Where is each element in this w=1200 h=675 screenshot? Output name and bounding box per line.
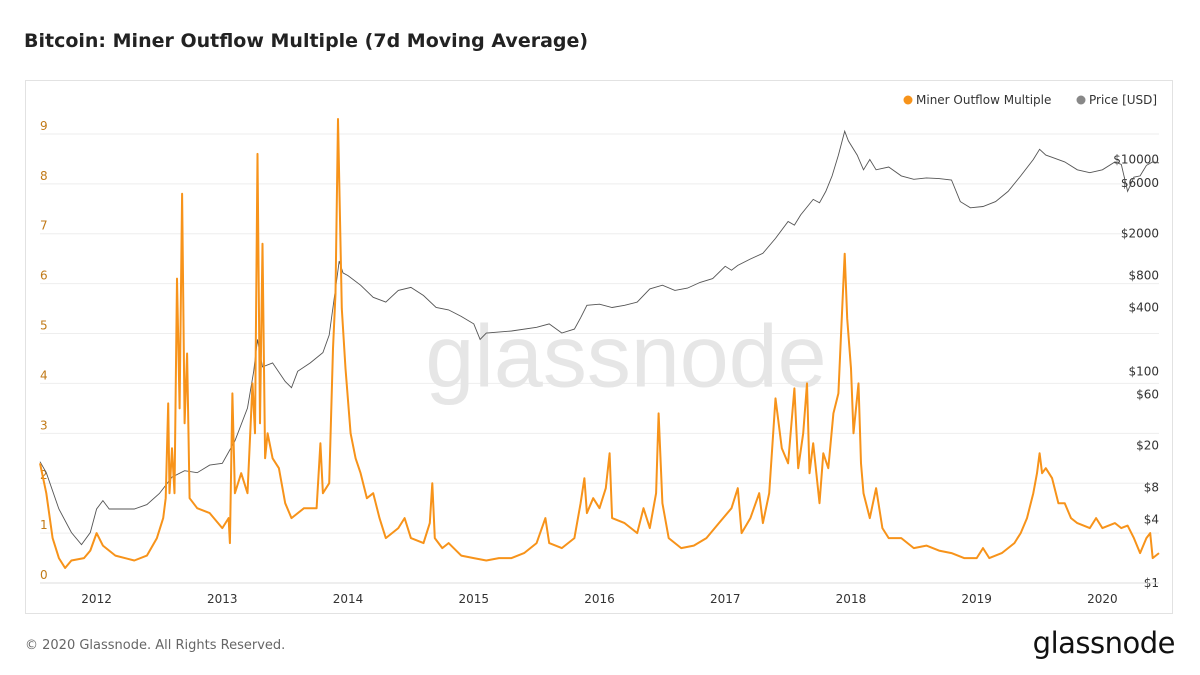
legend-label-multiple[interactable]: Miner Outflow Multiple xyxy=(916,93,1051,107)
y-left-tick-label: 8 xyxy=(40,169,48,183)
y-right-tick-label: $800 xyxy=(1128,269,1159,283)
y-left-tick-label: 6 xyxy=(40,269,48,283)
y-right-tick-label: $2000 xyxy=(1121,227,1159,241)
miner-outflow-multiple-line xyxy=(39,118,1160,569)
chart-svg: glassnode 0123456789$1$4$8$20$60$100$400… xyxy=(39,93,1160,606)
y-right-tick-label: $4 xyxy=(1144,512,1159,526)
x-tick-label: 2015 xyxy=(458,592,489,606)
y-left-tick-label: 4 xyxy=(40,368,48,382)
x-tick-label: 2013 xyxy=(207,592,238,606)
legend-label-price[interactable]: Price [USD] xyxy=(1089,93,1157,107)
chart-frame: glassnode 0 1 2 3 4 5 6 7 8 9 $1 $4 $8 $20 $60 $100 $400… xyxy=(25,80,1173,614)
y-left-tick-label: 3 xyxy=(40,418,48,432)
x-tick-label: 2020 xyxy=(1087,592,1118,606)
legend: Miner Outflow Multiple Price [USD] xyxy=(903,93,1157,107)
x-tick-label: 2017 xyxy=(710,592,741,606)
y-left-tick-label: 5 xyxy=(40,319,48,333)
grid-layer xyxy=(40,133,1159,584)
chart-title: Bitcoin: Miner Outflow Multiple (7d Movi… xyxy=(24,30,589,52)
y-right-tick-label: $20 xyxy=(1136,438,1159,452)
y-left-tick-label: 1 xyxy=(40,518,48,532)
price-usd-line xyxy=(39,129,1160,546)
y-left-tick-label: 0 xyxy=(40,568,48,582)
y-right-tick-label: $400 xyxy=(1128,301,1159,315)
legend-marker-multiple xyxy=(903,95,913,105)
x-tick-label: 2012 xyxy=(81,592,112,606)
y-left-tick-label: 2 xyxy=(40,468,48,482)
series-layer xyxy=(39,118,1160,569)
y-right-tick-label: $100 xyxy=(1128,364,1159,378)
y-right-tick-label: $60 xyxy=(1136,388,1159,402)
x-tick-label: 2016 xyxy=(584,592,615,606)
x-tick-label: 2018 xyxy=(836,592,867,606)
glassnode-logo[interactable]: glassnode xyxy=(1032,626,1176,660)
x-tick-label: 2014 xyxy=(333,592,364,606)
footer-copyright: © 2020 Glassnode. All Rights Reserved. xyxy=(25,638,286,653)
y-right-tick-label: $6000 xyxy=(1121,176,1159,190)
y-left-tick-label: 7 xyxy=(40,219,48,233)
watermark: glassnode xyxy=(425,306,826,405)
y-right-tick-label: $8 xyxy=(1144,480,1159,494)
axis-layer: 0123456789$1$4$8$20$60$100$400$800$2000$… xyxy=(40,119,1159,606)
x-tick-label: 2019 xyxy=(961,592,992,606)
legend-marker-price xyxy=(1076,95,1086,105)
y-left-tick-label: 9 xyxy=(40,119,48,133)
y-right-tick-label: $10000 xyxy=(1113,153,1159,167)
